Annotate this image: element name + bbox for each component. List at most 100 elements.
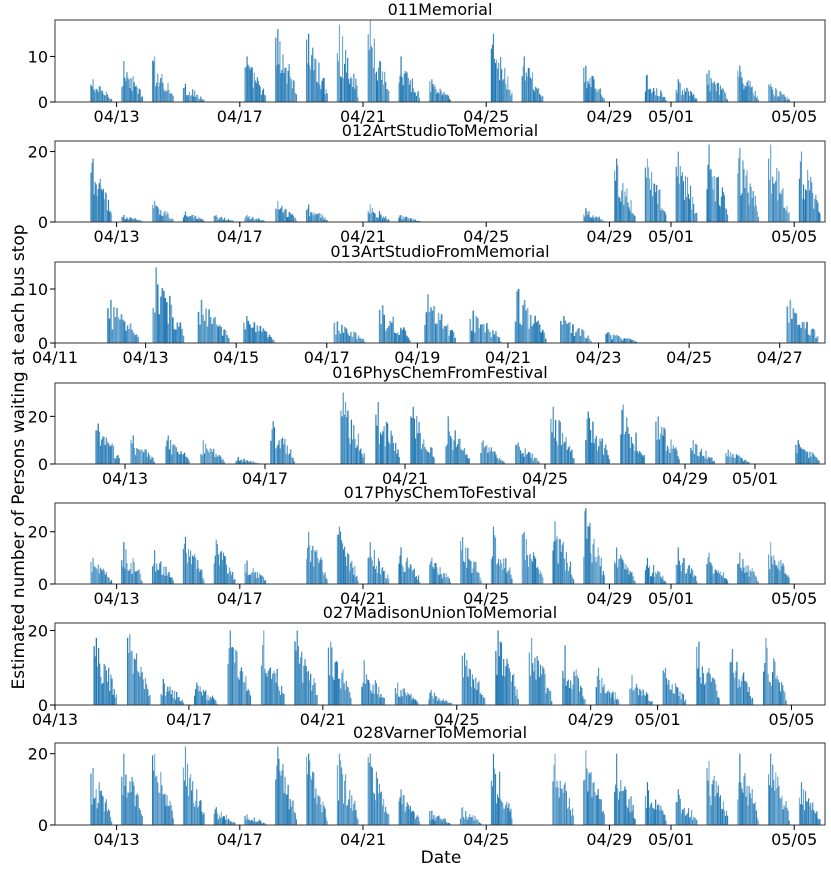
data-bar bbox=[708, 668, 710, 705]
data-bar bbox=[738, 563, 740, 584]
data-bar bbox=[236, 460, 238, 464]
data-bar bbox=[307, 670, 310, 705]
data-bar bbox=[246, 560, 248, 584]
data-bar bbox=[462, 536, 464, 584]
data-bar bbox=[737, 799, 739, 825]
x-tick-label: 05/01 bbox=[648, 227, 694, 246]
data-bar bbox=[233, 822, 235, 825]
data-bar bbox=[724, 816, 727, 825]
data-bar bbox=[387, 220, 389, 222]
data-bar bbox=[753, 206, 755, 222]
data-bar bbox=[816, 336, 819, 343]
data-bar bbox=[500, 799, 502, 825]
data-bar bbox=[261, 90, 264, 102]
data-bar bbox=[404, 330, 407, 343]
data-bar bbox=[130, 792, 132, 825]
data-bar bbox=[767, 673, 769, 705]
data-bar bbox=[536, 458, 538, 464]
data-bar bbox=[558, 538, 560, 584]
data-bar bbox=[452, 331, 455, 343]
data-bar bbox=[205, 690, 207, 705]
data-bar bbox=[807, 169, 809, 222]
data-bar bbox=[490, 780, 492, 825]
data-bar bbox=[168, 217, 170, 222]
data-bar bbox=[253, 72, 255, 102]
data-bar bbox=[646, 158, 649, 222]
data-bar bbox=[557, 445, 559, 464]
panel-title: 016PhysChemFromFestival bbox=[332, 363, 547, 382]
data-bar bbox=[618, 196, 620, 222]
data-bar bbox=[391, 435, 393, 464]
data-burst bbox=[644, 158, 667, 222]
data-bar bbox=[206, 448, 208, 464]
data-bar bbox=[681, 563, 683, 584]
data-bar bbox=[614, 170, 616, 222]
data-bar bbox=[355, 78, 357, 102]
data-bar bbox=[380, 568, 383, 584]
data-bar bbox=[713, 81, 715, 102]
data-bar bbox=[638, 695, 640, 705]
data-bar bbox=[780, 682, 783, 705]
data-bar bbox=[288, 211, 290, 222]
data-bar bbox=[567, 679, 570, 705]
data-bar bbox=[691, 568, 693, 584]
data-bar bbox=[427, 294, 429, 343]
data-bar bbox=[226, 219, 229, 222]
data-bar bbox=[109, 690, 111, 705]
data-bar bbox=[416, 220, 419, 222]
data-bar bbox=[386, 812, 388, 825]
data-bar bbox=[701, 455, 704, 464]
data-bar bbox=[466, 454, 468, 464]
data-bar bbox=[385, 81, 387, 102]
data-bar bbox=[199, 686, 201, 705]
data-bar bbox=[712, 574, 714, 584]
data-bar bbox=[163, 212, 165, 222]
data-bar bbox=[340, 410, 342, 464]
data-bar bbox=[138, 88, 140, 102]
data-bar bbox=[195, 96, 197, 102]
data-bar bbox=[614, 692, 616, 705]
data-bar bbox=[587, 791, 589, 825]
data-bar bbox=[570, 332, 573, 343]
data-bar bbox=[221, 218, 224, 222]
data-bar bbox=[727, 449, 729, 464]
data-bar bbox=[743, 776, 745, 825]
data-bar bbox=[766, 647, 768, 705]
data-bar bbox=[615, 334, 618, 343]
data-bar bbox=[632, 213, 634, 222]
data-bar bbox=[116, 308, 118, 343]
data-bar bbox=[798, 178, 800, 222]
data-bar bbox=[374, 213, 376, 222]
data-bar bbox=[607, 455, 609, 464]
data-bar bbox=[768, 681, 770, 705]
data-bar bbox=[619, 197, 621, 222]
data-bar bbox=[320, 89, 322, 102]
data-bar bbox=[294, 92, 296, 102]
data-bar bbox=[200, 569, 202, 584]
data-bar bbox=[740, 195, 742, 222]
data-bar bbox=[346, 565, 348, 584]
data-bar bbox=[253, 322, 256, 343]
data-bar bbox=[379, 792, 382, 825]
data-bar bbox=[381, 218, 384, 222]
data-bar bbox=[646, 74, 649, 102]
data-bar bbox=[658, 190, 660, 222]
data-bar bbox=[631, 675, 633, 705]
data-bar bbox=[774, 183, 776, 222]
data-bar bbox=[377, 402, 379, 464]
x-tick-label: 05/01 bbox=[648, 589, 694, 608]
data-bar bbox=[801, 448, 803, 464]
data-bar bbox=[107, 308, 109, 343]
data-bar bbox=[653, 87, 655, 102]
data-bar bbox=[591, 797, 593, 825]
data-bar bbox=[503, 558, 505, 584]
data-bar bbox=[533, 556, 536, 584]
data-bar bbox=[531, 453, 533, 464]
data-bar bbox=[167, 435, 169, 464]
data-bar bbox=[676, 802, 678, 825]
data-bar bbox=[163, 566, 165, 584]
data-bar bbox=[494, 537, 497, 584]
data-bar bbox=[756, 96, 758, 102]
data-bar bbox=[490, 48, 492, 102]
data-bar bbox=[716, 690, 718, 705]
